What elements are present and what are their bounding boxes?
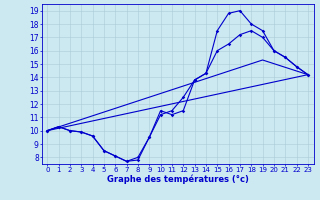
- X-axis label: Graphe des températures (°c): Graphe des températures (°c): [107, 174, 249, 184]
